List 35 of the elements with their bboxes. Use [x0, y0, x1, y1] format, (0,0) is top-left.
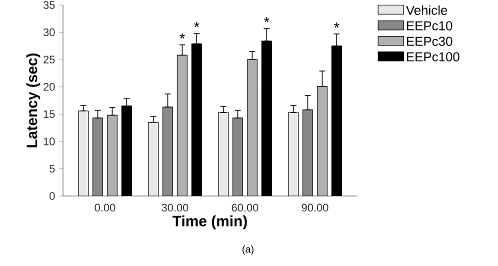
data-label: * — [194, 22, 200, 28]
y-tick-label: 25 — [44, 56, 55, 64]
bar — [288, 112, 299, 196]
y-tick-label: 20 — [44, 82, 55, 91]
x-tick-label: 0.00 — [94, 204, 116, 212]
data-label: * — [334, 22, 340, 28]
bar — [232, 118, 243, 196]
bar — [92, 118, 103, 196]
y-tick-label: 35 — [43, 1, 55, 9]
legend-label: Vehicle — [406, 5, 448, 15]
legend-label: EEPc30 — [406, 36, 452, 46]
y-tick-label: 15 — [44, 110, 55, 118]
bar — [247, 60, 258, 196]
x-tick-label: 60.00 — [232, 204, 258, 212]
bar — [148, 122, 158, 196]
x-tick-label: 90.00 — [302, 204, 328, 212]
legend-label: EEPc100 — [406, 52, 460, 62]
bar — [302, 109, 314, 196]
x-axis-title: Time (min) — [172, 215, 247, 230]
bar — [107, 115, 118, 196]
x-tick-label: 30.00 — [162, 204, 188, 212]
y-axis-title: Latency (sec) — [26, 54, 40, 148]
legend-label: EEPc10 — [406, 21, 452, 30]
y-tick-label: 30 — [43, 28, 55, 36]
data-label: * — [180, 33, 185, 39]
y-tick-label: 10 — [44, 138, 55, 146]
y-tick-label: 0 — [50, 192, 55, 200]
y-tick-label: 5 — [50, 164, 55, 173]
bar — [218, 112, 228, 196]
bar — [177, 55, 188, 196]
bar — [162, 107, 173, 196]
text: (a) — [242, 245, 254, 255]
data-label: * — [264, 16, 270, 22]
bar — [316, 86, 328, 196]
bar — [78, 110, 88, 196]
